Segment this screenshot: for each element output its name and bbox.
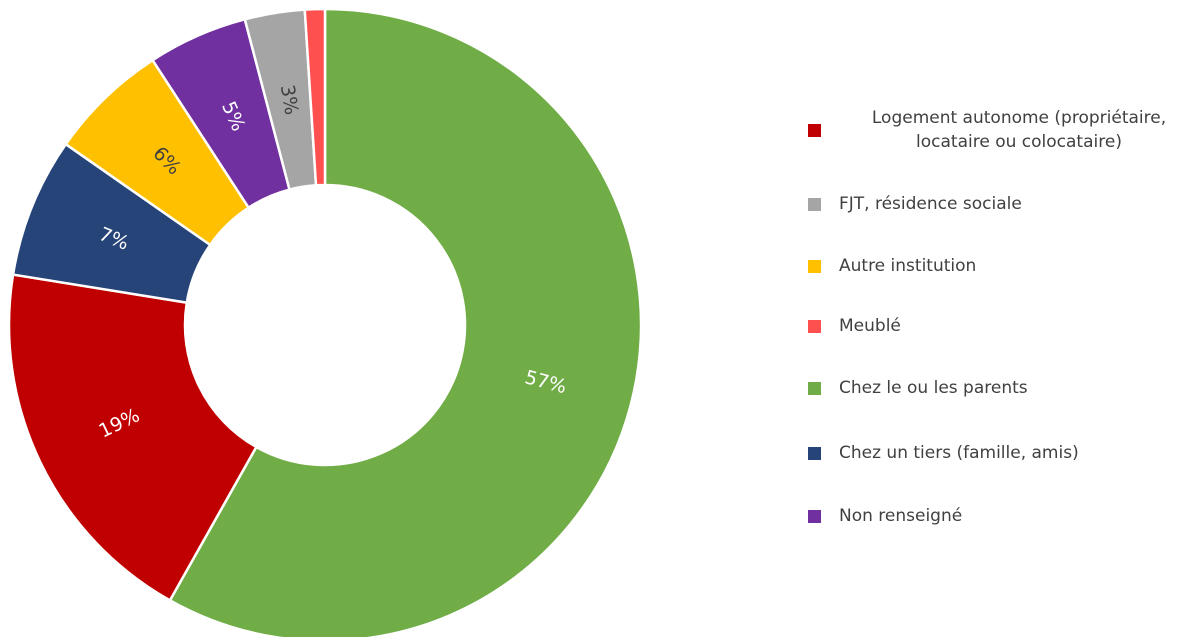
legend-item: Non renseigné xyxy=(808,506,962,526)
legend-swatch xyxy=(808,381,821,395)
legend-item: FJT, résidence sociale xyxy=(808,194,1022,214)
legend-item: Chez un tiers (famille, amis) xyxy=(808,443,1079,463)
legend: Logement autonome (propriétaire, locatai… xyxy=(808,0,1204,637)
legend-label: Chez un tiers (famille, amis) xyxy=(839,443,1079,463)
slice xyxy=(168,7,643,637)
legend-swatch xyxy=(808,509,821,523)
chart: 57%19%7%6%5% 3% xyxy=(7,7,643,637)
legend-swatch xyxy=(808,123,821,137)
legend-swatch xyxy=(808,319,821,333)
data-label: 3% xyxy=(276,83,303,116)
legend-label: Non renseigné xyxy=(839,506,963,526)
legend-swatch xyxy=(808,446,821,460)
legend-label: Meublé xyxy=(839,316,901,336)
legend-item: Autre institution xyxy=(808,256,976,276)
slice xyxy=(7,273,259,603)
legend-item: Chez le ou les parents xyxy=(808,378,1028,398)
legend-label: Autre institution xyxy=(839,256,977,276)
legend-item: Meublé xyxy=(808,316,901,336)
legend-item: Logement autonome (propriétaire, locatai… xyxy=(808,106,1199,154)
legend-label: FJT, résidence sociale xyxy=(839,194,1022,214)
legend-label: Chez le ou les parents xyxy=(839,378,1028,398)
legend-label: Logement autonome (propriétaire, locatai… xyxy=(871,108,1167,152)
slice xyxy=(303,7,327,187)
legend-swatch xyxy=(808,259,821,273)
legend-swatch xyxy=(808,197,821,211)
